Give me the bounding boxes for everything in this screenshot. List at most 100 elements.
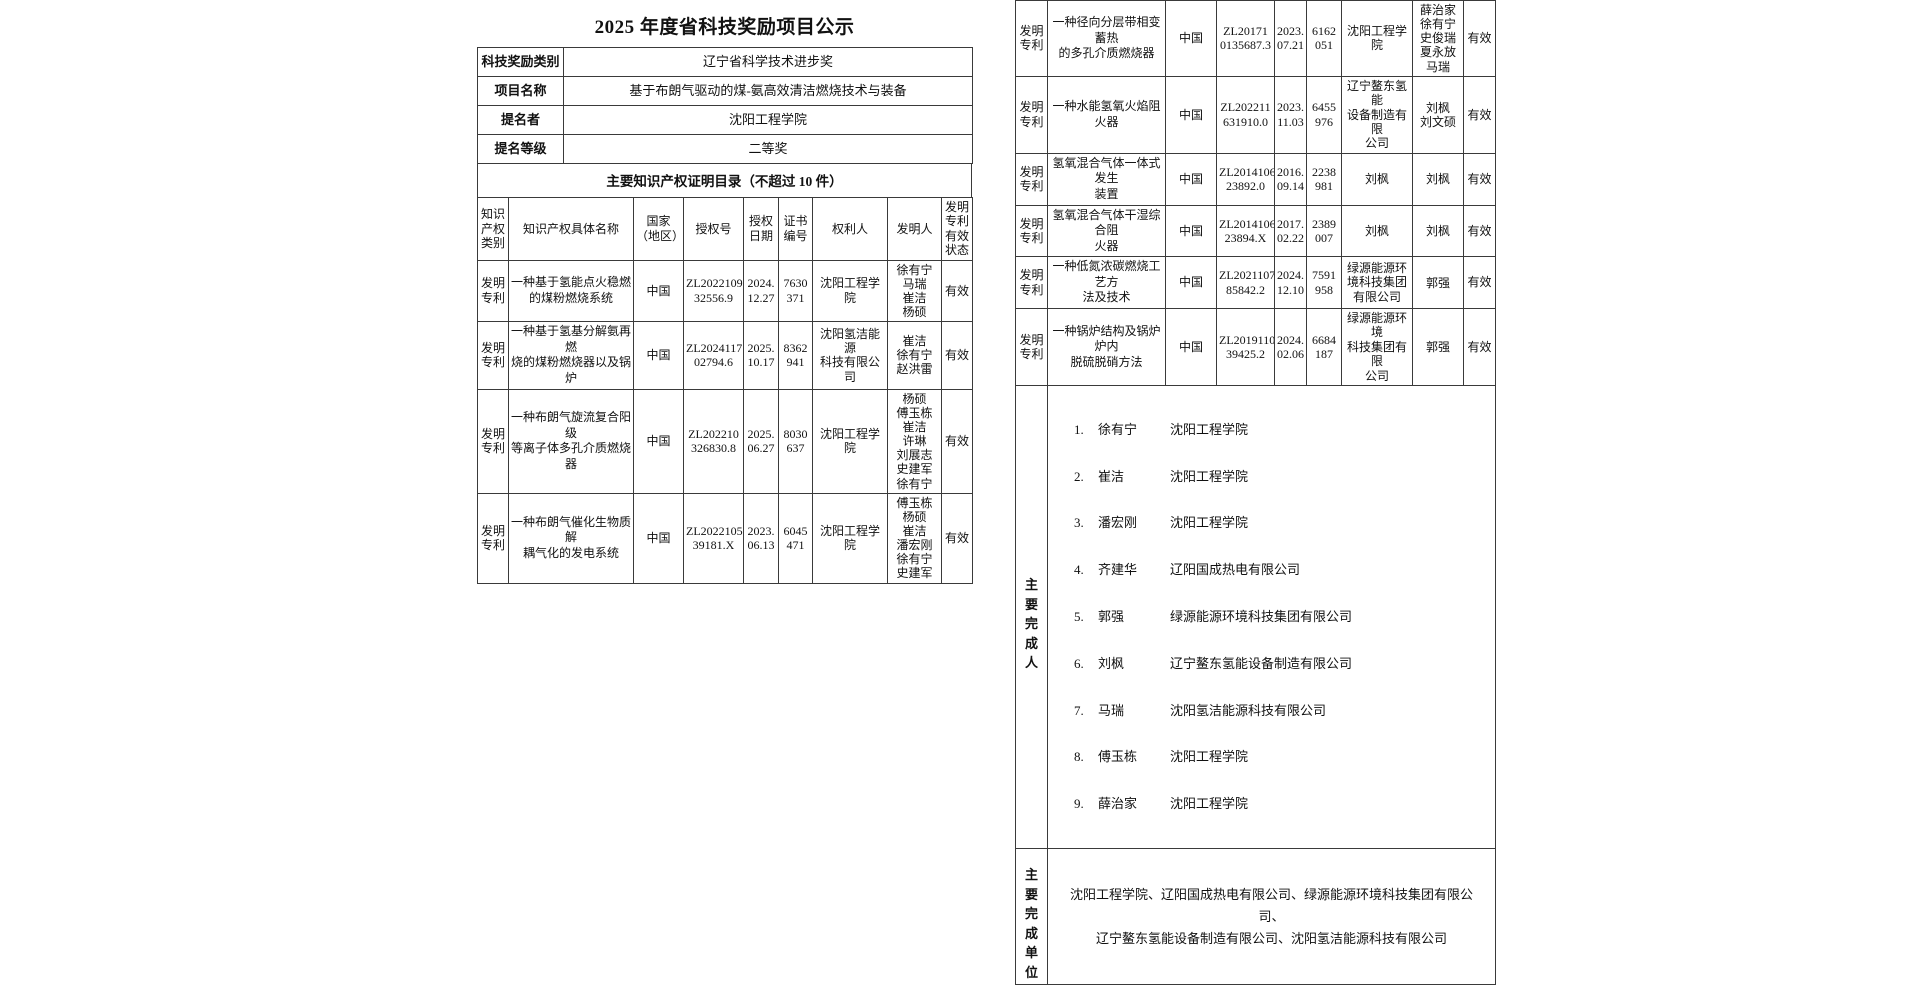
completer-org: 沈阳工程学院 xyxy=(1170,749,1249,765)
patent-type-cell: 发明专利 xyxy=(1015,308,1048,387)
patent-date-cell: 2025. 06.27 xyxy=(743,388,779,494)
patent-status-cell: 有效 xyxy=(941,321,973,390)
patent-inventors-cell: 刘枫 xyxy=(1412,204,1464,258)
patent-owner-cell: 沈阳工程学院 xyxy=(812,259,888,323)
info-row: 提名者 沈阳工程学院 xyxy=(477,105,973,135)
completer-org: 绿源能源环境科技集团有限公司 xyxy=(1170,608,1353,624)
completer-org: 沈阳氢洁能源科技有限公司 xyxy=(1170,702,1327,718)
patent-country-cell: 中国 xyxy=(1165,152,1217,206)
completer-item: 3. 潘宏刚 沈阳工程学院 xyxy=(1074,514,1491,532)
patent-type-cell: 发明专利 xyxy=(1015,256,1048,310)
info-row-label: 项目名称 xyxy=(477,76,564,106)
patent-name-cell: 一种基于氢能点火稳燃 的煤粉燃烧系统 xyxy=(508,259,634,323)
header-status: 发明专利有效状态 xyxy=(941,197,973,261)
header-inventors: 发明人 xyxy=(887,197,942,261)
completer-item: 5. 郭强 绿源能源环境科技集团有限公司 xyxy=(1074,608,1491,626)
patent-cert-cell: 8030 637 xyxy=(778,388,813,494)
patent-name-cell: 氢氧混合气体干湿综合阻 火器 xyxy=(1047,204,1166,258)
patent-number-cell: ZL2022105 39181.X xyxy=(683,492,744,584)
patent-owner-cell: 绿源能源环 境科技集团 有限公司 xyxy=(1341,256,1413,310)
info-row: 提名等级 二等奖 xyxy=(477,134,973,164)
patent-country-cell: 中国 xyxy=(633,321,684,390)
completer-number: 6. xyxy=(1074,655,1084,671)
patent-name-cell: 一种水能氢氧火焰阻火器 xyxy=(1047,75,1166,154)
header-number: 授权号 xyxy=(683,197,744,261)
patent-inventors-cell: 刘枫 刘文硕 xyxy=(1412,75,1464,154)
patent-cert-cell: 6455 976 xyxy=(1306,75,1342,154)
header-ip-type: 知识产权类别 xyxy=(477,197,509,261)
patent-date-cell: 2024. 12.27 xyxy=(743,259,779,323)
completer-org: 沈阳工程学院 xyxy=(1170,796,1249,812)
main-org-label-cell: 主要完成单位 xyxy=(1015,847,1048,985)
info-row-label: 科技奖励类别 xyxy=(477,47,564,77)
patent-owner-cell: 沈阳工程学院 xyxy=(812,388,888,494)
patent-inventors-cell: 薛治家 徐有宁 史俊瑞 夏永放 马瑞 xyxy=(1412,0,1464,77)
right-page-panel: 发明专利 一种径向分层带相变蓄热 的多孔介质燃烧器 中国 ZL20171 013… xyxy=(1015,0,1496,985)
patent-number-cell: ZL202210 326830.8 xyxy=(683,388,744,494)
patent-inventors-cell: 崔洁 徐有宁 赵洪雷 xyxy=(887,321,942,390)
patent-row: 发明专利 一种基于氢能点火稳燃 的煤粉燃烧系统 中国 ZL2022109 325… xyxy=(477,259,973,323)
patent-number-cell: ZL2022109 32556.9 xyxy=(683,259,744,323)
patent-row: 发明专利 一种基于氢基分解氨再燃 烧的煤粉燃烧器以及锅炉 中国 ZL202411… xyxy=(477,321,973,390)
patent-status-cell: 有效 xyxy=(941,388,973,494)
completer-org: 沈阳工程学院 xyxy=(1170,421,1249,437)
patent-cert-cell: 2238 981 xyxy=(1306,152,1342,206)
patent-cert-cell: 6684 187 xyxy=(1306,308,1342,387)
completer-number: 3. xyxy=(1074,515,1084,531)
patent-date-cell: 2023. 11.03 xyxy=(1274,75,1307,154)
patent-row: 发明专利 氢氧混合气体干湿综合阻 火器 中国 ZL2014106 23894.X… xyxy=(1015,204,1496,258)
patent-cert-cell: 6045 471 xyxy=(778,492,813,584)
completer-item: 6. 刘枫 辽宁鳌东氢能设备制造有限公司 xyxy=(1074,655,1491,673)
patent-inventors-cell: 徐有宁 马瑞 崔洁 杨硕 xyxy=(887,259,942,323)
completer-org: 沈阳工程学院 xyxy=(1170,468,1249,484)
header-country: 国家（地区） xyxy=(633,197,684,261)
completer-item: 9. 薛治家 沈阳工程学院 xyxy=(1074,795,1491,813)
patent-cert-cell: 7591 958 xyxy=(1306,256,1342,310)
patent-owner-cell: 刘枫 xyxy=(1341,152,1413,206)
patent-type-cell: 发明专利 xyxy=(477,321,509,390)
patent-number-cell: ZL2014106 23892.0 xyxy=(1216,152,1275,206)
completer-item: 8. 傅玉栋 沈阳工程学院 xyxy=(1074,748,1491,766)
patent-row: 发明专利 一种水能氢氧火焰阻火器 中国 ZL202211 631910.0 20… xyxy=(1015,75,1496,154)
completers-label-cell: 主要完成人 xyxy=(1015,385,1048,849)
patent-row: 发明专利 氢氧混合气体一体式发生 装置 中国 ZL2014106 23892.0… xyxy=(1015,152,1496,206)
completer-number: 4. xyxy=(1074,562,1084,578)
ip-catalog-heading: 主要知识产权证明目录（不超过 10 件） xyxy=(477,164,972,197)
patent-name-cell: 氢氧混合气体一体式发生 装置 xyxy=(1047,152,1166,206)
patent-date-cell: 2024. 02.06 xyxy=(1274,308,1307,387)
info-row-value: 基于布朗气驱动的煤-氨高效清洁燃烧技术与装备 xyxy=(563,76,973,106)
patent-owner-cell: 绿源能源环境 科技集团有限 公司 xyxy=(1341,308,1413,387)
patent-type-cell: 发明专利 xyxy=(1015,75,1048,154)
patent-owner-cell: 沈阳氢洁能源 科技有限公司 xyxy=(812,321,888,390)
patent-inventors-cell: 杨硕 傅玉栋 崔洁 许琳 刘展志 史建军 徐有宁 xyxy=(887,388,942,494)
patent-status-cell: 有效 xyxy=(1463,256,1496,310)
completer-name: 崔洁 xyxy=(1098,468,1125,484)
patent-type-cell: 发明专利 xyxy=(1015,152,1048,206)
completer-name: 徐有宁 xyxy=(1098,421,1138,437)
patent-owner-cell: 沈阳工程学院 xyxy=(1341,0,1413,77)
completer-item: 2. 崔洁 沈阳工程学院 xyxy=(1074,468,1491,486)
ip-header-row: 知识产权类别 知识产权具体名称 国家（地区） 授权号 授权日期 证书编号 权利人… xyxy=(477,197,973,261)
main-org-text: 沈阳工程学院、辽阳国成热电有限公司、绿源能源环境科技集团有限公司、 辽宁鳌东氢能… xyxy=(1047,847,1496,985)
completer-item: 1. 徐有宁 沈阳工程学院 xyxy=(1074,421,1491,439)
header-date: 授权日期 xyxy=(743,197,779,261)
patent-status-cell: 有效 xyxy=(1463,75,1496,154)
main-org-row: 主要完成单位 沈阳工程学院、辽阳国成热电有限公司、绿源能源环境科技集团有限公司、… xyxy=(1015,847,1496,985)
completer-number: 1. xyxy=(1074,421,1084,437)
patent-type-cell: 发明专利 xyxy=(477,259,509,323)
patent-row: 发明专利 一种锅炉结构及锅炉炉内 脱硫脱硝方法 中国 ZL2019110 394… xyxy=(1015,308,1496,387)
completer-number: 9. xyxy=(1074,796,1084,812)
completer-name: 齐建华 xyxy=(1098,562,1138,578)
completer-number: 5. xyxy=(1074,608,1084,624)
patent-country-cell: 中国 xyxy=(1165,0,1217,77)
info-row-label: 提名等级 xyxy=(477,134,564,164)
left-page-panel: 2025 年度省科技奖励项目公示 科技奖励类别 辽宁省科学技术进步奖 项目名称 … xyxy=(477,12,973,584)
patent-owner-cell: 刘枫 xyxy=(1341,204,1413,258)
patent-inventors-cell: 刘枫 xyxy=(1412,152,1464,206)
patent-date-cell: 2023. 06.13 xyxy=(743,492,779,584)
patent-status-cell: 有效 xyxy=(941,259,973,323)
info-row-value: 辽宁省科学技术进步奖 xyxy=(563,47,973,77)
completer-item: 4. 齐建华 辽阳国成热电有限公司 xyxy=(1074,561,1491,579)
completer-name: 郭强 xyxy=(1098,608,1125,624)
patent-date-cell: 2024. 12.10 xyxy=(1274,256,1307,310)
